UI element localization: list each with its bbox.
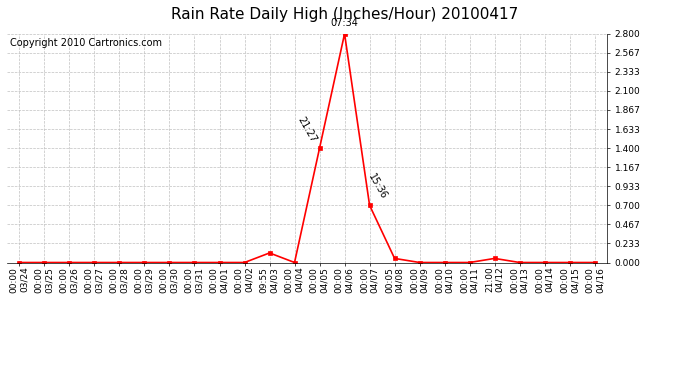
Text: 07:34: 07:34: [331, 18, 359, 28]
Text: Rain Rate Daily High (Inches/Hour) 20100417: Rain Rate Daily High (Inches/Hour) 20100…: [171, 8, 519, 22]
Text: 21:27: 21:27: [296, 115, 318, 144]
Text: 15:36: 15:36: [366, 172, 388, 201]
Text: Copyright 2010 Cartronics.com: Copyright 2010 Cartronics.com: [10, 38, 162, 48]
